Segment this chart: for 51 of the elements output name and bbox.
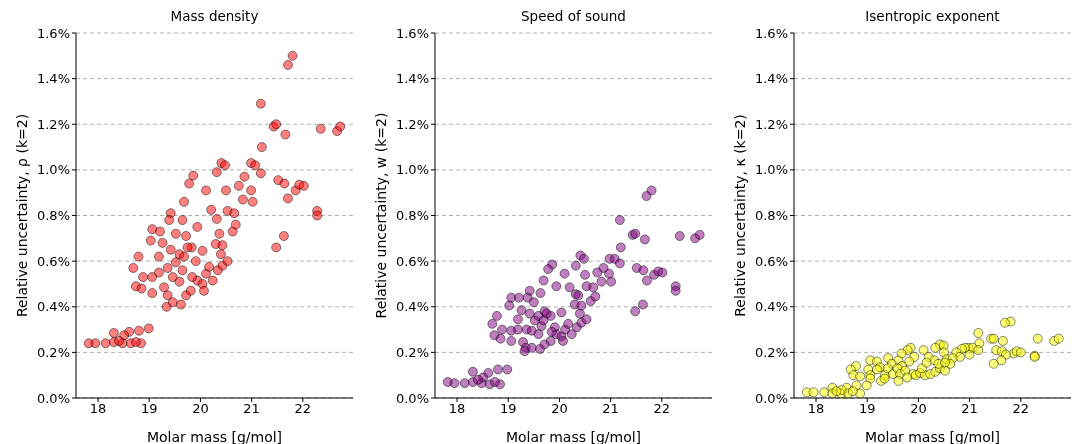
- x-axis-title: Molar mass [g/mol]: [146, 429, 283, 444]
- y-tick-label: 1.4%: [395, 71, 429, 87]
- chart-title: Speed of sound: [520, 8, 627, 24]
- x-axis-title: Molar mass [g/mol]: [864, 429, 1001, 444]
- y-tick-label: 0.2%: [395, 344, 429, 360]
- x-tick-label: 20: [910, 401, 927, 417]
- y-axis-title: Relative uncertainty, w (k=2): [372, 112, 389, 319]
- y-tick-label: 1.0%: [754, 162, 788, 178]
- y-tick-label: 0.0%: [36, 390, 70, 406]
- x-tick-label: 19: [140, 401, 158, 417]
- y-tick-label: 1.2%: [36, 116, 70, 132]
- chart-title: Isentropic exponent: [864, 8, 1001, 24]
- x-tick-label: 18: [807, 401, 825, 417]
- y-tick-label: 0.4%: [395, 299, 429, 315]
- y-axis-title: Relative uncertainty, ρ (k=2): [13, 113, 30, 318]
- y-tick-label: 0.2%: [36, 344, 70, 360]
- x-tick-label: 21: [243, 401, 260, 417]
- y-tick-label: 0.6%: [395, 253, 429, 269]
- x-tick-label: 22: [1012, 401, 1030, 417]
- y-tick-label: 0.4%: [36, 299, 70, 315]
- y-tick-label: 0.0%: [754, 390, 788, 406]
- y-tick-label: 1.6%: [754, 25, 788, 41]
- y-tick-label: 0.6%: [754, 253, 788, 269]
- y-tick-label: 0.0%: [395, 390, 429, 406]
- y-tick-label: 1.6%: [36, 25, 70, 41]
- chart-title: Mass density: [169, 8, 260, 24]
- x-tick-label: 21: [602, 401, 619, 417]
- x-tick-label: 19: [499, 401, 517, 417]
- y-tick-label: 1.4%: [36, 71, 70, 87]
- y-tick-label: 1.2%: [395, 116, 429, 132]
- x-tick-label: 22: [653, 401, 671, 417]
- y-tick-label: 1.4%: [754, 71, 788, 87]
- x-tick-label: 19: [858, 401, 876, 417]
- y-tick-label: 0.8%: [36, 208, 70, 224]
- y-tick-label: 0.2%: [754, 344, 788, 360]
- x-tick-label: 22: [294, 401, 312, 417]
- x-tick-label: 18: [89, 401, 107, 417]
- y-tick-label: 0.8%: [754, 208, 788, 224]
- x-axis-title: Molar mass [g/mol]: [505, 429, 642, 444]
- x-tick-label: 18: [448, 401, 466, 417]
- y-tick-label: 1.0%: [395, 162, 429, 178]
- y-axis-title: Relative uncertainty, κ (k=2): [731, 114, 748, 317]
- y-tick-label: 0.8%: [395, 208, 429, 224]
- y-tick-label: 0.4%: [754, 299, 788, 315]
- y-tick-label: 0.6%: [36, 253, 70, 269]
- x-tick-label: 21: [961, 401, 978, 417]
- y-tick-label: 1.2%: [754, 116, 788, 132]
- x-tick-label: 20: [551, 401, 568, 417]
- y-tick-label: 1.6%: [395, 25, 429, 41]
- y-tick-label: 1.0%: [36, 162, 70, 178]
- x-tick-label: 20: [192, 401, 209, 417]
